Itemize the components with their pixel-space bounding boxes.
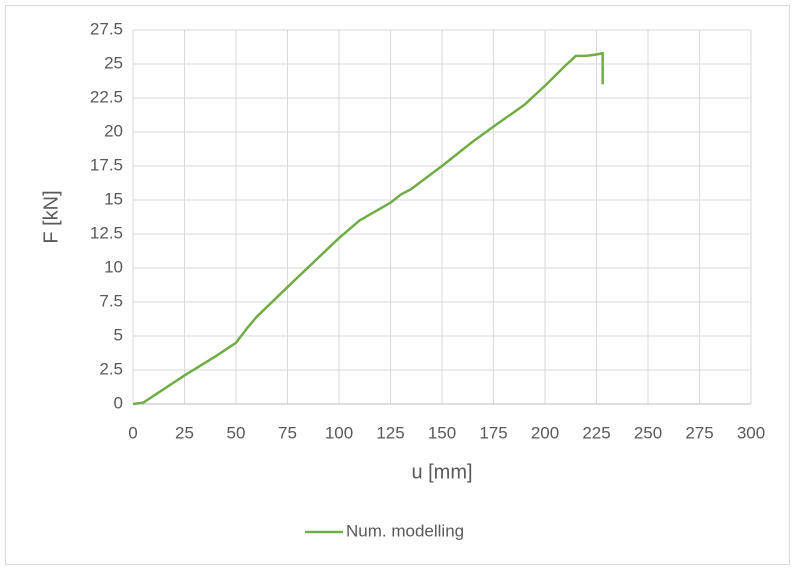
x-tick-label: 100 — [325, 423, 353, 442]
y-tick-label: 2.5 — [99, 359, 123, 378]
y-tick-label: 20 — [104, 121, 123, 140]
x-tick-label: 0 — [128, 423, 137, 442]
y-tick-label: 0 — [114, 393, 123, 412]
y-tick-label: 15 — [104, 189, 123, 208]
x-tick-label: 250 — [634, 423, 662, 442]
x-tick-label: 225 — [582, 423, 610, 442]
x-tick-label: 125 — [376, 423, 404, 442]
data-line — [132, 51, 604, 406]
y-tick-label: 12.5 — [90, 223, 123, 242]
chart-frame — [5, 5, 790, 565]
y-tick-label: 25 — [104, 53, 123, 72]
y-tick-label: 5 — [114, 325, 123, 344]
x-tick-label: 200 — [531, 423, 559, 442]
x-tick-label: 25 — [175, 423, 194, 442]
x-tick-label: 75 — [278, 423, 297, 442]
x-tick-label: 175 — [479, 423, 507, 442]
y-tick-label: 10 — [104, 257, 123, 276]
y-tick-label: 27.5 — [90, 19, 123, 38]
x-tick-label: 300 — [737, 423, 765, 442]
x-tick-label: 150 — [428, 423, 456, 442]
y-tick-label: 7.5 — [99, 291, 123, 310]
x-axis-label: u [mm] — [411, 461, 472, 483]
y-tick-label: 22.5 — [90, 87, 123, 106]
y-axis-label: F [kN] — [40, 190, 62, 243]
x-tick-label: 275 — [685, 423, 713, 442]
y-tick-label: 17.5 — [90, 155, 123, 174]
legend-label: Num. modelling — [346, 521, 464, 540]
x-tick-label: 50 — [227, 423, 246, 442]
